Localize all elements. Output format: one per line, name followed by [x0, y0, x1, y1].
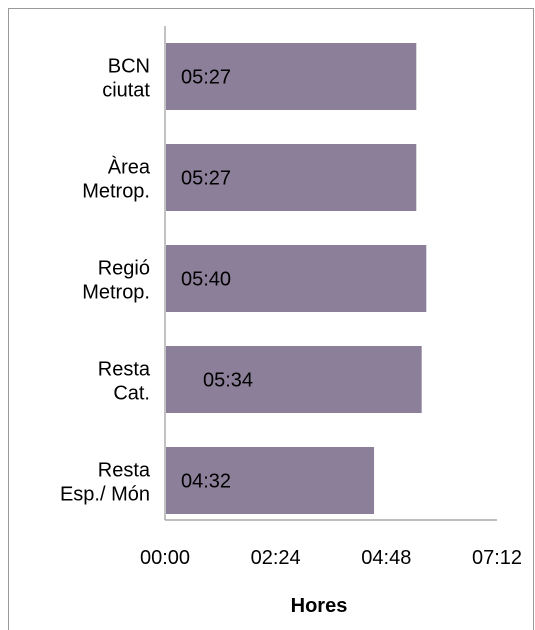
category-label: Resta	[98, 359, 151, 381]
x-tick-label: 02:24	[251, 547, 301, 569]
bar	[166, 447, 375, 514]
bar-value-label: 05:27	[181, 168, 231, 190]
bar	[166, 245, 427, 312]
bar-value-label: 05:40	[181, 269, 231, 291]
category-label: Cat.	[113, 383, 150, 405]
bars-group: 05:27 05:27 05:40 05:34 04:32	[166, 43, 427, 514]
axes-group	[164, 26, 497, 521]
bar-value-label: 05:27	[181, 67, 231, 89]
bar	[166, 43, 417, 110]
category-label: Esp./ Món	[60, 484, 150, 506]
category-labels: BCNciutatÀreaMetrop.RegióMetrop.RestaCat…	[60, 56, 151, 506]
x-axis-title: Hores	[291, 595, 348, 617]
bar	[166, 346, 422, 413]
category-label: Àrea	[108, 156, 151, 179]
category-label: BCN	[108, 56, 150, 78]
category-label: Regió	[98, 258, 150, 280]
category-label: Metrop.	[82, 181, 150, 203]
x-tick-labels: 00:00 02:24 04:48 07:12	[140, 547, 522, 569]
category-label: Metrop.	[82, 282, 150, 304]
x-tick-label: 07:12	[472, 547, 522, 569]
bar-value-label: 05:34	[203, 370, 253, 392]
category-label: Resta	[98, 460, 151, 482]
chart-border	[8, 8, 534, 630]
bar-value-label: 04:32	[181, 471, 231, 493]
x-tick-label: 04:48	[361, 547, 411, 569]
x-tick-label: 00:00	[140, 547, 190, 569]
bar	[166, 144, 417, 211]
category-label: ciutat	[102, 80, 150, 102]
